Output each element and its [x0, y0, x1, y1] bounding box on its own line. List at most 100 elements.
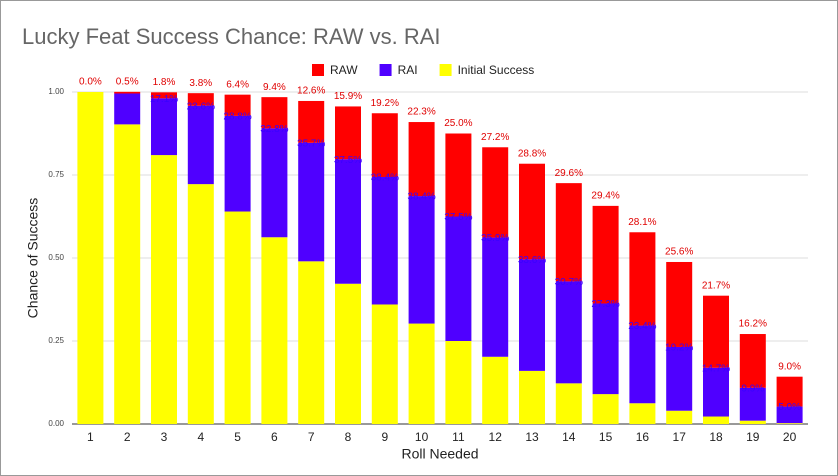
- bar-segment: [776, 406, 803, 424]
- bar-segment: [703, 295, 729, 368]
- legend-swatch: [439, 64, 452, 76]
- bar-segment: [703, 367, 729, 417]
- bar-segment: [151, 155, 177, 424]
- bar-segment: [408, 323, 435, 424]
- bar-segment: [629, 325, 656, 404]
- bar-segment: [335, 159, 361, 284]
- bar-segment: [224, 115, 251, 212]
- data-label: 32.8%: [260, 124, 288, 135]
- x-tick-label: 6: [271, 430, 278, 444]
- bar-segment: [629, 232, 656, 326]
- data-label: 33.6%: [518, 255, 546, 266]
- legend-label: RAI: [398, 63, 418, 77]
- x-tick-label: 13: [525, 430, 539, 444]
- legend-swatch: [312, 64, 324, 76]
- bar-segment: [445, 133, 472, 217]
- data-label: 30.7%: [555, 277, 583, 288]
- y-tick-label: 0.00: [48, 419, 64, 428]
- bar-segment: [298, 261, 325, 424]
- bar-segment: [151, 98, 177, 156]
- bar-segment: [482, 356, 509, 424]
- bar-segment: [261, 128, 288, 238]
- x-tick-label: 18: [709, 430, 723, 444]
- data-label: 23.6%: [187, 101, 215, 112]
- bar-segment: [298, 142, 325, 262]
- data-label: 17.1%: [150, 94, 178, 105]
- bar-segment: [519, 163, 545, 260]
- data-label: 27.3%: [591, 299, 619, 310]
- bar-segment: [408, 196, 435, 324]
- bar-segment: [151, 92, 177, 99]
- x-tick-label: 16: [636, 430, 650, 444]
- data-label: 0.5%: [116, 76, 139, 87]
- data-label: 23.4%: [628, 321, 656, 332]
- data-label: 6.4%: [226, 79, 249, 90]
- data-label: 19.2%: [371, 98, 399, 109]
- x-tick-label: 5: [234, 430, 241, 444]
- x-tick-label: 1: [87, 430, 94, 444]
- bar-segment: [187, 93, 214, 106]
- legend-label: Initial Success: [458, 63, 535, 77]
- data-label: 19.2%: [665, 343, 693, 354]
- bar-segment: [187, 184, 214, 424]
- bar-segment: [739, 334, 766, 388]
- x-tick-label: 17: [673, 430, 687, 444]
- x-tick-label: 10: [415, 430, 429, 444]
- bar-segment: [519, 370, 545, 424]
- bar-segment: [739, 387, 766, 421]
- y-tick-label: 0.50: [48, 253, 64, 262]
- bar-segment: [666, 261, 693, 347]
- data-label: 9.4%: [263, 82, 286, 93]
- data-label: 35.7%: [297, 138, 325, 149]
- y-axis-title: Chance of Success: [25, 198, 41, 319]
- data-label: 12.6%: [297, 86, 325, 97]
- bar-segment: [445, 216, 472, 341]
- x-tick-label: 12: [489, 430, 503, 444]
- data-label: 35.9%: [481, 233, 509, 244]
- bar-segment: [224, 94, 251, 116]
- bar-segment: [739, 420, 766, 424]
- bar-segment: [335, 106, 361, 160]
- data-label: 27.2%: [481, 132, 509, 143]
- bar-segment: [592, 303, 619, 395]
- bar-segment: [482, 237, 509, 357]
- bar-segment: [261, 237, 288, 424]
- bar-segment: [335, 283, 361, 424]
- data-label: 15.9%: [334, 91, 362, 102]
- y-tick-label: 0.25: [48, 336, 64, 345]
- x-tick-label: 20: [783, 430, 797, 444]
- data-label: 9.9%: [741, 383, 764, 394]
- y-tick-label: 0.75: [48, 170, 64, 179]
- x-tick-label: 4: [197, 430, 204, 444]
- data-label: 25.0%: [444, 118, 472, 129]
- data-label: 38.4%: [407, 192, 435, 203]
- bar-segment: [776, 376, 803, 407]
- bar-segment: [703, 416, 729, 424]
- data-label: 28.8%: [223, 112, 251, 123]
- x-tick-label: 15: [599, 430, 613, 444]
- bar-segment: [519, 259, 545, 371]
- bar-segment: [408, 122, 435, 197]
- bar-segment: [592, 205, 619, 304]
- bar-segment: [371, 304, 398, 424]
- bar-segment: [592, 394, 619, 424]
- data-label: 1.8%: [153, 77, 176, 88]
- data-label: 28.8%: [518, 148, 546, 159]
- chart-title: Lucky Feat Success Chance: RAW vs. RAI: [22, 24, 441, 49]
- legend-swatch: [379, 64, 392, 76]
- x-tick-label: 14: [562, 430, 576, 444]
- data-label: 29.6%: [555, 168, 583, 179]
- data-label: 38.4%: [371, 173, 399, 184]
- x-tick-label: 3: [161, 430, 168, 444]
- bar-segment: [298, 100, 325, 143]
- bar-segment: [555, 383, 582, 424]
- bar-segment: [776, 423, 803, 424]
- x-tick-label: 9: [381, 430, 388, 444]
- data-label: 9.0%: [778, 361, 801, 372]
- y-tick-label: 1.00: [48, 87, 64, 96]
- bar-segment: [555, 183, 582, 282]
- bar-segment: [114, 93, 141, 125]
- data-label: 3.8%: [189, 78, 212, 89]
- data-label: 5.0%: [778, 402, 801, 413]
